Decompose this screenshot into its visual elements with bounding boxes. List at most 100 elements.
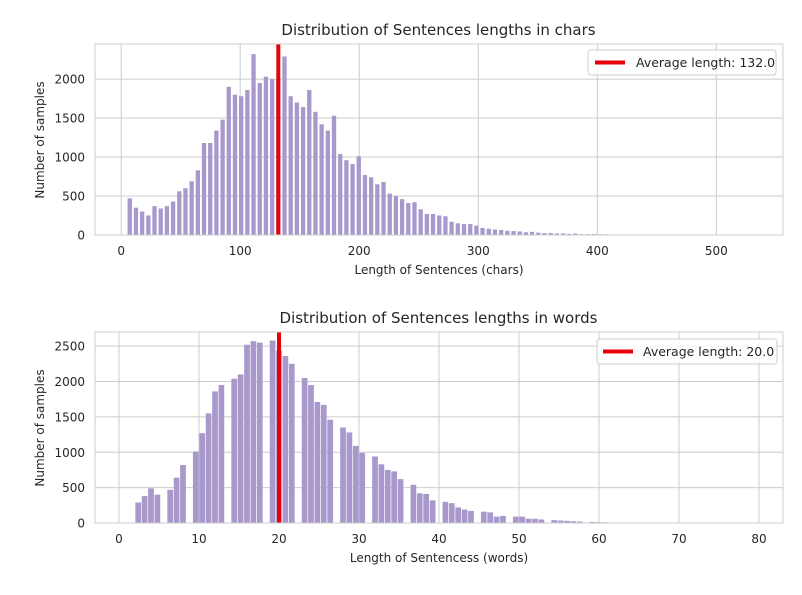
chart-words-ytick-label: 1500 (54, 410, 85, 424)
chart-words-bar (308, 385, 314, 523)
chart-chars-bar (474, 225, 479, 235)
chart-words-bar (173, 477, 180, 523)
chart-words-bar (154, 494, 161, 523)
chart-chars-bar (245, 89, 250, 236)
chart-words-bar (167, 489, 174, 523)
chart-words-bar (327, 419, 334, 523)
chart-chars-bar (523, 232, 529, 235)
chart-chars-bar (492, 229, 498, 235)
chart-chars-bar (486, 228, 491, 235)
chart-chars-bar (412, 202, 417, 235)
chart-words-bar (487, 512, 494, 523)
chart-words-bar (192, 451, 199, 523)
chart-chars-bar (406, 203, 411, 235)
chart-chars-bar (251, 54, 256, 236)
chart-chars-bar (375, 184, 380, 235)
chart-words-bar (557, 520, 564, 523)
chart-chars-bar (307, 89, 312, 236)
chart-words-bar (180, 464, 186, 523)
chart-words-frame (94, 331, 784, 524)
chart-chars-bar (183, 188, 188, 235)
chart-chars-bar (282, 56, 287, 236)
chart-words-bar (237, 374, 244, 523)
chart-chars-bar (381, 181, 386, 235)
chart-chars-bar (517, 231, 522, 235)
chart-words-bar (461, 509, 468, 523)
chart-words-title: Distribution of Sentences lengths in wor… (280, 309, 598, 327)
chart-words-bar (397, 479, 404, 523)
chart-chars-bar (325, 130, 330, 235)
chart-chars-legend-label: Average length: 132.0 (636, 55, 775, 70)
chart-chars-ylabel: Number of samples (33, 81, 47, 198)
chart-words-bar (391, 471, 398, 523)
chart-chars-legend-box (587, 49, 777, 76)
chart-chars-bar (152, 206, 157, 235)
chart-words-bar (320, 404, 327, 523)
chart-words-bar (378, 464, 385, 523)
chart-chars-bar (468, 224, 473, 235)
chart-chars-xtick-label: 300 (467, 244, 490, 258)
chart-words-xlabel: Length of Sentencess (words) (350, 551, 528, 565)
chart-words-bar (250, 341, 257, 523)
chart-words-ytick-label: 2000 (54, 375, 85, 389)
chart-chars-bar (567, 233, 572, 235)
chart-chars-bar (387, 193, 392, 235)
chart-words-bar (135, 502, 142, 523)
chart-chars-bar (294, 102, 300, 235)
chart-words-bar (570, 521, 577, 523)
chart-chars-bar (146, 215, 151, 235)
chart-words-bar (455, 507, 462, 523)
chart-chars-bar (443, 216, 448, 235)
chart-words-bar (442, 501, 449, 523)
chart-chars-bar (424, 213, 430, 235)
chart-words-bar (500, 515, 506, 523)
chart-chars-bar (300, 107, 306, 235)
chart-words-bar (416, 493, 423, 523)
chart-chars-title: Distribution of Sentences lengths in cha… (281, 21, 595, 39)
chart-chars-bar (542, 233, 547, 235)
chart-words-bar (468, 510, 474, 523)
chart-words-bar (256, 342, 263, 523)
chart-chars-bar (177, 191, 182, 235)
chart-words-bar (564, 520, 570, 523)
chart-words-xtick-label: 40 (431, 532, 446, 546)
chart-chars-ytick-label: 0 (77, 229, 85, 243)
chart-words-bar (141, 496, 148, 523)
chart-words-xtick-label: 10 (191, 532, 206, 546)
chart-chars-bar (220, 119, 225, 235)
chart-chars-bar (393, 196, 399, 235)
chart-chars-bar (133, 207, 139, 235)
chart-words-bar (423, 493, 430, 523)
chart-chars-bar (331, 115, 337, 235)
chart-chars-bar (418, 209, 423, 235)
chart-chars-bar (511, 231, 516, 235)
chart-chars-bar (362, 174, 368, 235)
chart-chars-frame (94, 43, 784, 236)
chart-chars-bar (232, 94, 238, 236)
chart-words-bar (212, 391, 218, 523)
chart-words-legend-box (596, 338, 778, 365)
chart-words-bar (384, 469, 391, 523)
chart-words-bar (429, 500, 436, 523)
chart-chars-bar (505, 230, 510, 235)
chart-chars-bar (158, 208, 163, 235)
chart-words-xtick-label: 80 (751, 532, 766, 546)
chart-chars-bar (399, 199, 405, 235)
chart-chars-bar (239, 96, 244, 235)
chart-words-bar (525, 518, 532, 523)
chart-chars-ytick-label: 1000 (54, 151, 85, 165)
chart-chars-bars (127, 54, 751, 236)
chart-words-bar (359, 452, 366, 523)
chart-words-ytick-label: 2500 (54, 340, 85, 354)
chart-words-bar (480, 511, 487, 523)
chart-chars-xtick-label: 0 (117, 244, 125, 258)
chart-chars-bar (369, 177, 374, 235)
chart-chars-bar (139, 211, 145, 235)
chart-chars-y-ticks: 0 500 1000 1500 2000 (54, 73, 85, 243)
chart-words-xtick-label: 50 (511, 532, 526, 546)
chart-chars-bar (437, 215, 442, 235)
chart-chars-legend: Average length: 132.0 (587, 49, 777, 76)
chart-words-ylabel: Number of samples (33, 369, 47, 486)
chart-words-bar (576, 521, 583, 523)
